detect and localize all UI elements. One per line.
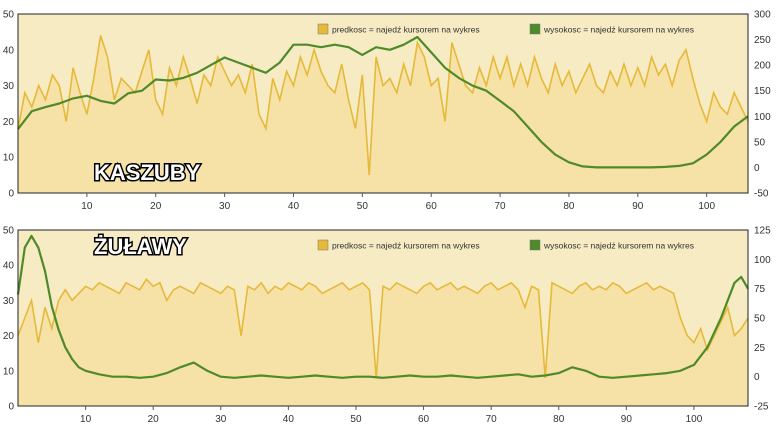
- legend-swatch-speed: [317, 23, 329, 35]
- y-left-tick-label: 40: [3, 45, 15, 56]
- y-right-tick-label: -50: [754, 189, 769, 200]
- speed-line: [17, 278, 749, 378]
- plot-frame: [17, 229, 749, 407]
- y-right-tick-label: 0: [754, 163, 760, 174]
- x-tick-label: 30: [219, 201, 231, 212]
- x-tick-label: 50: [350, 414, 362, 425]
- x-tick-label: 10: [81, 201, 93, 212]
- y-right-tick-label: 300: [754, 10, 771, 21]
- y-right-tick-label: 250: [754, 35, 771, 46]
- y-right-tick-label: 100: [754, 112, 771, 123]
- x-tick-label: 90: [632, 201, 644, 212]
- y-left-tick-label: 0: [8, 189, 14, 200]
- legend-label-elevation: wysokosc = najedź kursorem na wykres: [543, 241, 694, 251]
- x-tick-label: 10: [80, 414, 92, 425]
- speed-line: [17, 35, 749, 176]
- y-left-tick-label: 10: [3, 153, 15, 164]
- legend-swatch-elevation: [529, 23, 541, 35]
- x-tick-label: 30: [215, 414, 227, 425]
- elevation-line: [17, 35, 749, 169]
- legend-swatch-elevation: [529, 239, 541, 251]
- y-right-tick-label: 200: [754, 61, 771, 72]
- y-right-tick-label: 100: [754, 255, 771, 266]
- x-tick-label: 50: [357, 201, 369, 212]
- x-tick-label: 70: [486, 414, 498, 425]
- legend-label-speed: predkosc = najedź kursorem na wykres: [332, 25, 480, 35]
- y-right-tick-label: 125: [754, 226, 771, 237]
- y-right-tick-label: 50: [754, 137, 766, 148]
- x-tick-label: 60: [426, 201, 438, 212]
- x-tick-label: 60: [418, 414, 430, 425]
- speed-area: [18, 279, 748, 406]
- y-right-tick-label: 50: [754, 314, 766, 325]
- legend-swatch-speed: [317, 239, 329, 251]
- chart-panel-2: 10 20 30 40 50 60 70 80 90 100 0 10 20 30 40 50 -25 0 25 50…: [3, 226, 771, 426]
- y-left-tick-label: 50: [3, 10, 15, 21]
- x-tick-label: 40: [288, 201, 300, 212]
- x-tick-label: 100: [698, 201, 715, 212]
- x-tick-label: 40: [283, 414, 295, 425]
- y-right-tick-label: 150: [754, 86, 771, 97]
- legend-label-elevation: wysokosc = najedź kursorem na wykres: [543, 25, 694, 35]
- x-tick-label: 90: [621, 414, 633, 425]
- y-right-tick-label: 0: [754, 372, 760, 383]
- chart-panel-1: 10 20 30 40 50 60 70 80 90 100 0 10 20 30 40 50 -50 0 50 10…: [3, 10, 771, 213]
- y-left-tick-label: 40: [3, 261, 15, 272]
- x-tick-label: 70: [495, 201, 507, 212]
- y-left-tick-label: 0: [8, 402, 14, 413]
- y-left-tick-label: 30: [3, 296, 15, 307]
- legend-label-speed: predkosc = najedź kursorem na wykres: [332, 241, 480, 251]
- speed-area: [18, 35, 748, 193]
- y-right-tick-label: 25: [754, 343, 766, 354]
- y-left-tick-label: 20: [3, 331, 15, 342]
- y-left-tick-label: 30: [3, 81, 15, 92]
- y-right-tick-label: 75: [754, 284, 766, 295]
- region-label: KASZUBY: [94, 160, 201, 185]
- y-left-tick-label: 20: [3, 117, 15, 128]
- y-left-tick-label: 10: [3, 366, 15, 377]
- x-tick-label: 20: [150, 201, 162, 212]
- x-tick-label: 80: [553, 414, 565, 425]
- y-left-tick-label: 50: [3, 226, 15, 237]
- plot-frame: [17, 13, 749, 194]
- y-right-tick-label: -25: [754, 402, 769, 413]
- elevation-line: [16, 234, 749, 379]
- region-label: ŻUŁAWY: [94, 234, 187, 259]
- x-tick-label: 20: [148, 414, 160, 425]
- x-tick-label: 100: [686, 414, 703, 425]
- x-tick-label: 80: [563, 201, 575, 212]
